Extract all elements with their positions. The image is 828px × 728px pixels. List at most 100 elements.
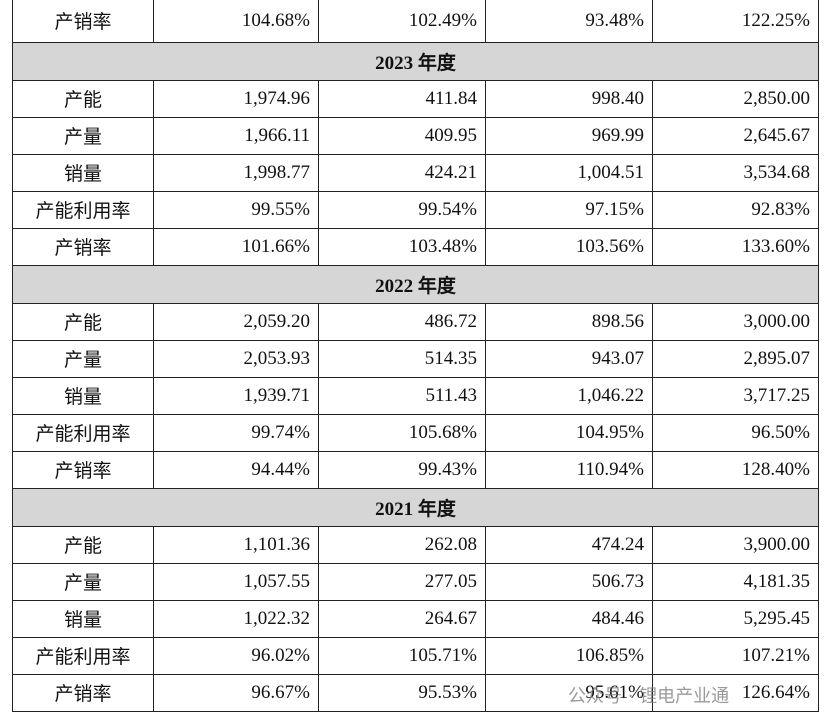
watermark: 公众号 · 锂电产业通 <box>568 686 730 707</box>
value-cell: 1,966.11 <box>153 116 319 155</box>
value-cell: 1,998.77 <box>153 153 319 192</box>
value-cell: 1,004.51 <box>485 153 653 192</box>
table-row: 销量 1,939.71 511.43 1,046.22 3,717.25 <box>12 376 819 415</box>
value-cell: 106.85% <box>485 636 653 675</box>
value-cell: 409.95 <box>318 116 486 155</box>
value-cell: 105.68% <box>318 413 486 452</box>
value-cell: 2,895.07 <box>652 339 819 378</box>
value-cell: 93.48% <box>485 0 653 43</box>
section-title: 2022 年度 <box>12 264 819 304</box>
value-cell: 102.49% <box>318 0 486 43</box>
value-cell: 1,974.96 <box>153 79 319 118</box>
value-cell: 3,900.00 <box>652 525 819 564</box>
value-cell: 103.56% <box>485 227 653 266</box>
label-cell: 销量 <box>12 153 154 192</box>
value-cell: 128.40% <box>652 450 819 489</box>
value-cell: 1,939.71 <box>153 376 319 415</box>
value-cell: 1,022.32 <box>153 599 319 638</box>
table-row: 产销率 101.66% 103.48% 103.56% 133.60% <box>12 227 819 266</box>
value-cell: 262.08 <box>318 525 486 564</box>
label-cell: 产量 <box>12 562 154 601</box>
table-row: 产销率 94.44% 99.43% 110.94% 128.40% <box>12 450 819 489</box>
table-row: 销量 1,022.32 264.67 484.46 5,295.45 <box>12 599 819 638</box>
value-cell: 99.43% <box>318 450 486 489</box>
value-cell: 94.44% <box>153 450 319 489</box>
label-cell: 产量 <box>12 116 154 155</box>
value-cell: 2,645.67 <box>652 116 819 155</box>
value-cell: 5,295.45 <box>652 599 819 638</box>
label-cell: 销量 <box>12 376 154 415</box>
value-cell: 4,181.35 <box>652 562 819 601</box>
label-cell: 产销率 <box>12 0 154 43</box>
table-row: 产能利用率 99.55% 99.54% 97.15% 92.83% <box>12 190 819 229</box>
value-cell: 411.84 <box>318 79 486 118</box>
value-cell: 99.55% <box>153 190 319 229</box>
value-cell: 96.02% <box>153 636 319 675</box>
table-row: 产能 1,101.36 262.08 474.24 3,900.00 <box>12 525 819 564</box>
section-title: 2021 年度 <box>12 487 819 527</box>
value-cell: 103.48% <box>318 227 486 266</box>
value-cell: 110.94% <box>485 450 653 489</box>
value-cell: 3,000.00 <box>652 302 819 341</box>
label-cell: 产销率 <box>12 450 154 489</box>
value-cell: 96.67% <box>153 673 319 712</box>
value-cell: 506.73 <box>485 562 653 601</box>
value-cell: 107.21% <box>652 636 819 675</box>
value-cell: 998.40 <box>485 79 653 118</box>
value-cell: 133.60% <box>652 227 819 266</box>
label-cell: 产能 <box>12 302 154 341</box>
label-cell: 产销率 <box>12 673 154 712</box>
section-header-row: 2023 年度 <box>12 41 819 81</box>
table-row: 产能利用率 96.02% 105.71% 106.85% 107.21% <box>12 636 819 675</box>
label-cell: 产量 <box>12 339 154 378</box>
value-cell: 943.07 <box>485 339 653 378</box>
section-header-row: 2021 年度 <box>12 487 819 527</box>
value-cell: 264.67 <box>318 599 486 638</box>
value-cell: 92.83% <box>652 190 819 229</box>
value-cell: 486.72 <box>318 302 486 341</box>
value-cell: 95.61% <box>485 673 653 712</box>
label-cell: 产能利用率 <box>12 190 154 229</box>
table-body: 产销率 104.68% 102.49% 93.48% 122.25% 2023 年度 产能 1… <box>12 0 819 712</box>
section-header-row: 2022 年度 <box>12 264 819 304</box>
table-row: 销量 1,998.77 424.21 1,004.51 3,534.68 <box>12 153 819 192</box>
value-cell: 898.56 <box>485 302 653 341</box>
table-row: 产能 1,974.96 411.84 998.40 2,850.00 <box>12 79 819 118</box>
table-row: 产量 2,053.93 514.35 943.07 2,895.07 <box>12 339 819 378</box>
table-row: 产量 1,966.11 409.95 969.99 2,645.67 <box>12 116 819 155</box>
value-cell: 105.71% <box>318 636 486 675</box>
value-cell: 1,101.36 <box>153 525 319 564</box>
label-cell: 销量 <box>12 599 154 638</box>
table-row: 产量 1,057.55 277.05 506.73 4,181.35 <box>12 562 819 601</box>
value-cell: 1,057.55 <box>153 562 319 601</box>
value-cell: 101.66% <box>153 227 319 266</box>
label-cell: 产能利用率 <box>12 636 154 675</box>
value-cell: 2,850.00 <box>652 79 819 118</box>
table-row: 产销率 96.67% 95.53% 95.61% 126.64% <box>12 673 819 712</box>
value-cell: 126.64% <box>652 673 819 712</box>
value-cell: 484.46 <box>485 599 653 638</box>
table-row: 产销率 104.68% 102.49% 93.48% 122.25% <box>12 0 819 43</box>
value-cell: 96.50% <box>652 413 819 452</box>
value-cell: 424.21 <box>318 153 486 192</box>
value-cell: 122.25% <box>652 0 819 43</box>
label-cell: 产能利用率 <box>12 413 154 452</box>
value-cell: 97.15% <box>485 190 653 229</box>
value-cell: 95.53% <box>318 673 486 712</box>
value-cell: 511.43 <box>318 376 486 415</box>
value-cell: 514.35 <box>318 339 486 378</box>
value-cell: 99.54% <box>318 190 486 229</box>
value-cell: 104.95% <box>485 413 653 452</box>
value-cell: 2,053.93 <box>153 339 319 378</box>
value-cell: 277.05 <box>318 562 486 601</box>
table-row: 产能利用率 99.74% 105.68% 104.95% 96.50% <box>12 413 819 452</box>
value-cell: 969.99 <box>485 116 653 155</box>
label-cell: 产销率 <box>12 227 154 266</box>
value-cell: 474.24 <box>485 525 653 564</box>
value-cell: 104.68% <box>153 0 319 43</box>
value-cell: 3,717.25 <box>652 376 819 415</box>
label-cell: 产能 <box>12 525 154 564</box>
value-cell: 99.74% <box>153 413 319 452</box>
value-cell: 2,059.20 <box>153 302 319 341</box>
